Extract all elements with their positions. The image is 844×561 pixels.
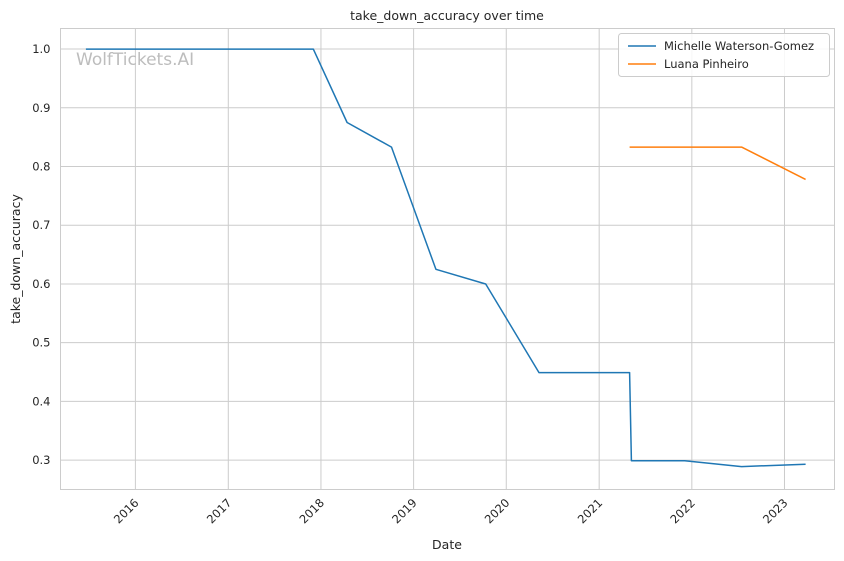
plot-frame	[60, 28, 835, 490]
series-line-0	[85, 48, 806, 468]
x-tick-label: 2018	[296, 496, 327, 527]
y-tick-label: 1.0	[32, 42, 50, 56]
x-axis-ticks: 2016 2017 2018 2019 2020 2021 2022 2023	[111, 496, 791, 527]
y-tick-label: 0.7	[32, 218, 50, 232]
x-tick-label: 2019	[389, 496, 420, 527]
legend-label-michelle: Michelle Waterson-Gomez	[664, 39, 814, 53]
y-tick-label: 0.8	[32, 160, 50, 174]
watermark: WolfTickets.AI	[76, 50, 194, 70]
series-lines	[85, 48, 806, 468]
y-tick-label: 0.4	[32, 394, 50, 408]
y-axis-label: take_down_accuracy	[8, 194, 23, 324]
y-tick-label: 0.9	[32, 101, 50, 115]
y-tick-label: 0.3	[32, 453, 50, 467]
series-line-1	[629, 146, 806, 181]
x-tick-label: 2022	[667, 496, 698, 527]
y-axis-ticks: 0.3 0.4 0.5 0.6 0.7 0.8 0.9 1.0	[32, 42, 50, 467]
x-tick-label: 2023	[760, 496, 791, 527]
x-tick-label: 2016	[111, 496, 142, 527]
x-tick-label: 2021	[575, 496, 606, 527]
y-tick-label: 0.5	[32, 336, 50, 350]
chart-title: take_down_accuracy over time	[350, 8, 544, 23]
x-axis-label: Date	[432, 537, 462, 552]
legend-box	[618, 33, 830, 77]
grid	[60, 28, 835, 490]
x-tick-label: 2017	[204, 496, 235, 527]
legend: Michelle Waterson-Gomez Luana Pinheiro	[618, 33, 830, 77]
x-tick-label: 2020	[482, 496, 513, 527]
y-tick-label: 0.6	[32, 277, 50, 291]
legend-label-luana: Luana Pinheiro	[664, 57, 749, 71]
